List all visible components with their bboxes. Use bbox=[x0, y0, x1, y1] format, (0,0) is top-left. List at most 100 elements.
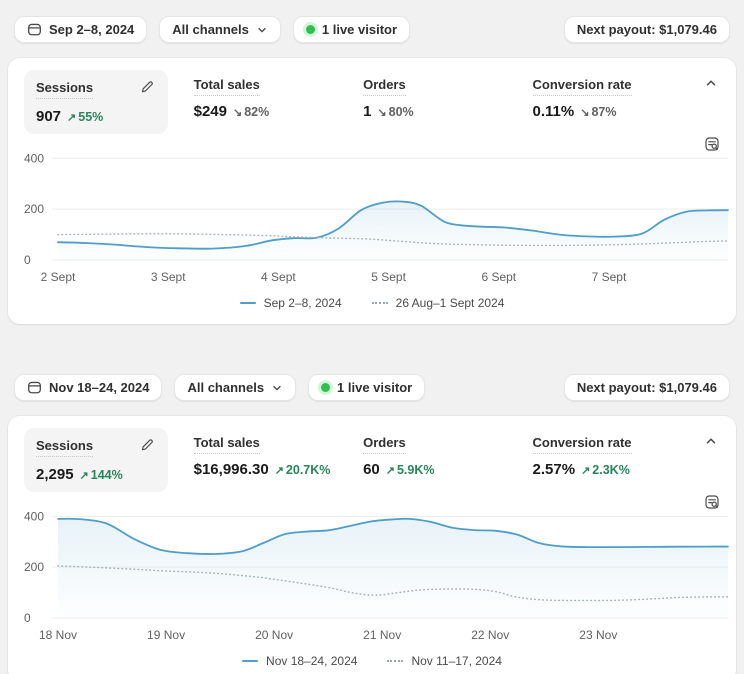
edit-pencil-icon[interactable] bbox=[138, 436, 156, 459]
svg-text:7 Sept: 7 Sept bbox=[592, 270, 627, 284]
metric-delta: ↗ 20.7K% bbox=[274, 463, 331, 477]
metric-value: $16,996.30 bbox=[193, 461, 269, 478]
metric-total-sales[interactable]: Total sales $249 ↘ 82% bbox=[193, 70, 363, 120]
metric-value: 1 bbox=[363, 103, 372, 120]
live-dot-icon bbox=[321, 383, 331, 392]
metric-value: 2.57% bbox=[532, 461, 576, 478]
dotted-line-swatch-icon bbox=[371, 302, 388, 304]
svg-text:5 Sept: 5 Sept bbox=[371, 270, 406, 284]
solid-line-swatch-icon bbox=[239, 302, 256, 304]
metric-value: 907 bbox=[36, 108, 62, 125]
next-payout-label: Next payout: $1,079.46 bbox=[576, 22, 717, 37]
metrics-row: Sessions 2,295 ↗ 144% Total sales $16,996… bbox=[24, 428, 720, 492]
date-range-button[interactable]: Sep 2–8, 2024 bbox=[14, 16, 148, 43]
analytics-card-sep: Sessions 907 ↗ 55% Total sales $249 ↘ 82% bbox=[8, 58, 736, 324]
live-visitors-button[interactable]: 1 live visitor bbox=[308, 374, 426, 401]
section-nov: Nov 18–24, 2024 All channels 1 live visi… bbox=[8, 374, 736, 674]
channels-label: All channels bbox=[187, 380, 265, 395]
svg-text:3 Sept: 3 Sept bbox=[151, 270, 186, 284]
metric-label[interactable]: Conversion rate bbox=[532, 435, 632, 454]
dotted-line-swatch-icon bbox=[387, 660, 404, 662]
live-visitors-button[interactable]: 1 live visitor bbox=[292, 16, 411, 43]
next-payout-label: Next payout: $1,079.46 bbox=[576, 380, 717, 395]
metric-label[interactable]: Total sales bbox=[193, 77, 260, 96]
legend-current: Nov 18–24, 2024 bbox=[242, 654, 357, 668]
svg-text:400: 400 bbox=[24, 509, 44, 523]
metric-sessions[interactable]: Sessions 907 ↗ 55% bbox=[24, 70, 168, 134]
sessions-chart-nov: 0 200 400 18 Nov 19 Nov 20 Nov 21 Nov 22 Nov 23 … bbox=[24, 495, 729, 646]
date-range-button[interactable]: Nov 18–24, 2024 bbox=[14, 374, 163, 401]
chart-legend: Nov 18–24, 2024 Nov 11–17, 2024 bbox=[24, 650, 720, 672]
metric-orders[interactable]: Orders 60 ↗ 5.9K% bbox=[363, 428, 532, 478]
metric-label[interactable]: Sessions bbox=[36, 80, 94, 99]
metric-delta: ↘ 80% bbox=[377, 105, 414, 119]
toolbar-nov: Nov 18–24, 2024 All channels 1 live visi… bbox=[8, 374, 736, 401]
svg-text:20 Nov: 20 Nov bbox=[255, 628, 293, 642]
collapse-chevron-up-icon[interactable] bbox=[702, 432, 720, 453]
svg-text:200: 200 bbox=[24, 202, 44, 216]
edit-pencil-icon[interactable] bbox=[138, 78, 156, 101]
calendar-icon bbox=[27, 22, 42, 37]
channels-dropdown[interactable]: All channels bbox=[159, 16, 281, 43]
metric-delta: ↗ 2.3K% bbox=[581, 463, 630, 477]
metric-value: 2,295 bbox=[36, 466, 74, 483]
svg-text:23 Nov: 23 Nov bbox=[579, 628, 617, 642]
line-chart[interactable]: 0 200 400 18 Nov 19 Nov 20 Nov 21 Nov 22 Nov 23 … bbox=[24, 496, 730, 646]
svg-text:400: 400 bbox=[24, 151, 44, 165]
collapse-chevron-up-icon[interactable] bbox=[702, 74, 720, 95]
next-payout-button[interactable]: Next payout: $1,079.46 bbox=[563, 16, 730, 43]
line-chart[interactable]: 0 200 400 2 Sept 3 Sept 4 Sept 5 Sept 6 Sept 7 S… bbox=[24, 138, 730, 288]
legend-previous: Nov 11–17, 2024 bbox=[387, 654, 502, 668]
metric-label[interactable]: Conversion rate bbox=[532, 77, 632, 96]
date-range-label: Nov 18–24, 2024 bbox=[49, 380, 150, 395]
metric-delta: ↗ 5.9K% bbox=[385, 463, 435, 477]
calendar-icon bbox=[27, 380, 42, 395]
svg-text:4 Sept: 4 Sept bbox=[261, 270, 296, 284]
metric-value: 0.11% bbox=[532, 103, 575, 120]
date-range-label: Sep 2–8, 2024 bbox=[49, 22, 135, 37]
svg-text:22 Nov: 22 Nov bbox=[471, 628, 509, 642]
solid-line-swatch-icon bbox=[242, 660, 259, 662]
metric-value: $249 bbox=[193, 103, 227, 120]
metric-label[interactable]: Sessions bbox=[36, 438, 94, 457]
metrics-row: Sessions 907 ↗ 55% Total sales $249 ↘ 82% bbox=[24, 70, 720, 134]
legend-current: Sep 2–8, 2024 bbox=[239, 296, 342, 310]
metric-label[interactable]: Orders bbox=[363, 435, 406, 454]
metric-delta: ↗ 144% bbox=[79, 468, 123, 482]
svg-text:6 Sept: 6 Sept bbox=[481, 270, 516, 284]
chart-legend: Sep 2–8, 2024 26 Aug–1 Sept 2024 bbox=[24, 292, 720, 314]
metric-delta: ↗ 55% bbox=[67, 110, 104, 124]
metric-delta: ↘ 82% bbox=[233, 105, 270, 119]
metric-label[interactable]: Total sales bbox=[193, 435, 260, 454]
svg-text:21 Nov: 21 Nov bbox=[363, 628, 401, 642]
svg-text:2 Sept: 2 Sept bbox=[41, 270, 76, 284]
analytics-card-nov: Sessions 2,295 ↗ 144% Total sales $16,996… bbox=[8, 416, 736, 674]
channels-label: All channels bbox=[172, 22, 249, 37]
svg-text:200: 200 bbox=[24, 560, 44, 574]
legend-previous: 26 Aug–1 Sept 2024 bbox=[371, 296, 504, 310]
svg-text:0: 0 bbox=[24, 611, 31, 625]
metric-orders[interactable]: Orders 1 ↘ 80% bbox=[363, 70, 532, 120]
section-sep: Sep 2–8, 2024 All channels 1 live visito… bbox=[8, 16, 736, 324]
metric-conversion-rate[interactable]: Conversion rate 0.11% ↘ 87% bbox=[532, 70, 702, 120]
chevron-down-icon bbox=[256, 24, 268, 36]
metric-label[interactable]: Orders bbox=[363, 77, 406, 96]
metric-delta: ↘ 87% bbox=[580, 105, 617, 119]
svg-text:19 Nov: 19 Nov bbox=[147, 628, 185, 642]
metric-conversion-rate[interactable]: Conversion rate 2.57% ↗ 2.3K% bbox=[532, 428, 702, 478]
svg-text:18 Nov: 18 Nov bbox=[39, 628, 77, 642]
metric-sessions[interactable]: Sessions 2,295 ↗ 144% bbox=[24, 428, 168, 492]
chevron-down-icon bbox=[271, 382, 283, 394]
live-visitors-label: 1 live visitor bbox=[337, 380, 413, 395]
svg-text:0: 0 bbox=[24, 253, 31, 267]
metric-total-sales[interactable]: Total sales $16,996.30 ↗ 20.7K% bbox=[193, 428, 363, 478]
live-visitors-label: 1 live visitor bbox=[321, 22, 398, 37]
channels-dropdown[interactable]: All channels bbox=[174, 374, 297, 401]
toolbar-sep: Sep 2–8, 2024 All channels 1 live visito… bbox=[8, 16, 736, 43]
inspect-chart-icon[interactable] bbox=[702, 134, 722, 154]
next-payout-button[interactable]: Next payout: $1,079.46 bbox=[563, 374, 730, 401]
sessions-chart-sep: 0 200 400 2 Sept 3 Sept 4 Sept 5 Sept 6 Sept 7 S… bbox=[24, 137, 729, 288]
live-dot-icon bbox=[305, 25, 315, 34]
inspect-chart-icon[interactable] bbox=[702, 492, 722, 512]
